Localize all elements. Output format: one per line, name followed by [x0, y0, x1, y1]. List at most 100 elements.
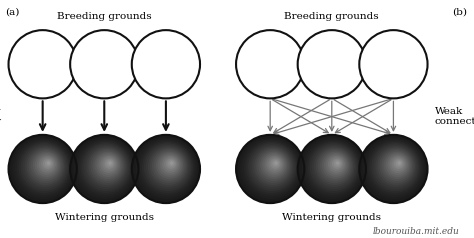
Ellipse shape [244, 140, 299, 195]
Ellipse shape [390, 156, 407, 173]
Ellipse shape [272, 160, 279, 167]
Ellipse shape [164, 157, 178, 171]
Ellipse shape [162, 156, 179, 173]
Ellipse shape [106, 160, 113, 167]
Ellipse shape [33, 152, 60, 179]
Ellipse shape [365, 139, 423, 197]
Ellipse shape [72, 136, 137, 201]
Text: Breeding grounds: Breeding grounds [284, 12, 379, 21]
Ellipse shape [35, 153, 59, 177]
Ellipse shape [25, 146, 65, 187]
Text: Weak
connectivity: Weak connectivity [435, 107, 474, 126]
Ellipse shape [132, 30, 200, 98]
Ellipse shape [359, 30, 428, 98]
Ellipse shape [86, 146, 127, 187]
Ellipse shape [148, 146, 189, 187]
Ellipse shape [393, 159, 404, 169]
Ellipse shape [98, 154, 119, 175]
Ellipse shape [36, 154, 57, 175]
Ellipse shape [104, 159, 115, 169]
Ellipse shape [43, 159, 53, 169]
Ellipse shape [20, 143, 68, 191]
Ellipse shape [138, 139, 196, 197]
Ellipse shape [367, 140, 422, 195]
Ellipse shape [47, 161, 50, 165]
Ellipse shape [45, 160, 52, 167]
Ellipse shape [387, 154, 408, 175]
Ellipse shape [359, 135, 428, 203]
Ellipse shape [322, 152, 349, 179]
Ellipse shape [18, 142, 70, 193]
Ellipse shape [156, 152, 183, 179]
Ellipse shape [88, 148, 126, 185]
Ellipse shape [301, 138, 363, 199]
Ellipse shape [377, 148, 415, 185]
Ellipse shape [324, 153, 348, 177]
Ellipse shape [316, 148, 353, 185]
Ellipse shape [82, 143, 130, 191]
Ellipse shape [90, 149, 124, 183]
Ellipse shape [256, 149, 290, 183]
Ellipse shape [238, 136, 303, 201]
Ellipse shape [395, 160, 402, 167]
Ellipse shape [254, 148, 292, 185]
Ellipse shape [300, 136, 365, 201]
Ellipse shape [170, 161, 173, 165]
Ellipse shape [84, 145, 128, 189]
Ellipse shape [274, 161, 278, 165]
Ellipse shape [383, 152, 411, 179]
Ellipse shape [134, 136, 199, 201]
Ellipse shape [236, 30, 304, 98]
Ellipse shape [328, 156, 345, 173]
Ellipse shape [12, 138, 74, 199]
Text: lbourouiba.mit.edu: lbourouiba.mit.edu [373, 227, 460, 236]
Ellipse shape [236, 135, 304, 203]
Ellipse shape [392, 157, 405, 171]
Ellipse shape [312, 145, 356, 189]
Ellipse shape [298, 135, 366, 203]
Ellipse shape [246, 142, 297, 193]
Ellipse shape [260, 152, 288, 179]
Ellipse shape [371, 143, 419, 191]
Ellipse shape [308, 142, 359, 193]
Ellipse shape [382, 150, 412, 181]
Ellipse shape [154, 150, 185, 181]
Ellipse shape [374, 145, 418, 189]
Ellipse shape [74, 138, 136, 199]
Text: Breeding grounds: Breeding grounds [57, 12, 152, 21]
Ellipse shape [242, 139, 300, 197]
Ellipse shape [334, 160, 341, 167]
Ellipse shape [80, 142, 131, 193]
Ellipse shape [109, 161, 112, 165]
Ellipse shape [336, 161, 339, 165]
Text: (b): (b) [452, 7, 467, 16]
Ellipse shape [266, 156, 283, 173]
Ellipse shape [39, 156, 56, 173]
Ellipse shape [160, 154, 181, 175]
Ellipse shape [9, 30, 77, 98]
Ellipse shape [252, 146, 293, 187]
Ellipse shape [375, 146, 416, 187]
Ellipse shape [306, 140, 360, 195]
Ellipse shape [379, 149, 413, 183]
Ellipse shape [385, 153, 410, 177]
Text: Wintering grounds: Wintering grounds [55, 213, 154, 222]
Ellipse shape [318, 149, 352, 183]
Ellipse shape [100, 156, 118, 173]
Ellipse shape [332, 159, 342, 169]
Ellipse shape [70, 30, 138, 98]
Ellipse shape [17, 140, 71, 195]
Ellipse shape [96, 153, 120, 177]
Ellipse shape [140, 140, 194, 195]
Ellipse shape [361, 136, 426, 201]
Ellipse shape [94, 152, 122, 179]
Ellipse shape [31, 150, 62, 181]
Ellipse shape [146, 145, 190, 189]
Ellipse shape [264, 154, 285, 175]
Ellipse shape [92, 150, 123, 181]
Ellipse shape [314, 146, 355, 187]
Ellipse shape [298, 30, 366, 98]
Ellipse shape [240, 138, 301, 199]
Ellipse shape [248, 143, 296, 191]
Ellipse shape [132, 135, 200, 203]
